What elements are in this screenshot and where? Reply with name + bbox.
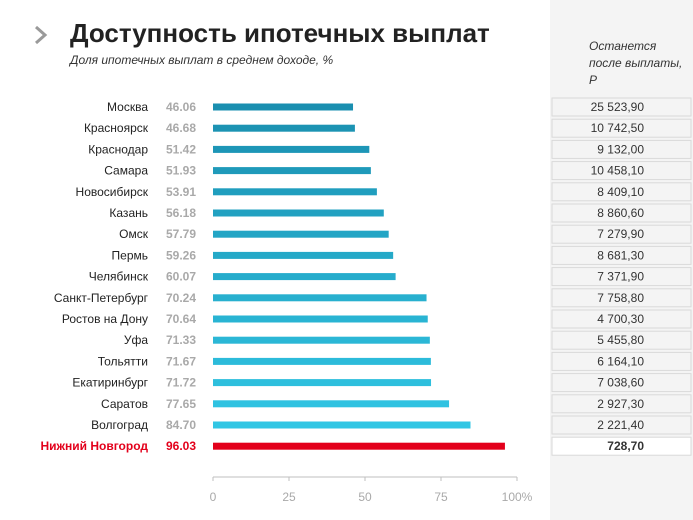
category-label: Тольятти [98,354,148,368]
value-label: 46.68 [166,121,196,135]
remaining-value: 2 221,40 [597,418,644,432]
remaining-value: 7 371,90 [597,270,644,284]
category-label: Пермь [112,248,148,262]
bar [213,294,427,302]
category-label: Новосибирск [76,185,149,199]
remaining-value: 6 164,10 [597,354,644,368]
remaining-cell [551,267,692,287]
value-label: 56.18 [166,206,196,220]
bar [213,167,371,175]
bar [213,251,394,259]
x-tick-label: 100% [502,490,533,504]
x-tick-label: 75 [434,490,448,504]
bar [213,145,370,153]
category-label: Волгоград [91,418,148,432]
category-label: Самара [104,164,148,178]
value-label: 84.70 [166,418,196,432]
bar [213,400,450,408]
page-title: Доступность ипотечных выплат [70,18,490,48]
remaining-cell [551,415,692,435]
category-label: Санкт-Петербург [54,291,149,305]
remaining-cell [551,245,692,265]
bar [213,379,432,387]
category-label: Ростов на Дону [62,312,148,326]
category-label: Красноярск [84,121,149,135]
remaining-value: 8 409,10 [597,185,644,199]
category-label: Нижний Новгород [40,439,148,453]
x-tick-label: 50 [358,490,372,504]
bar [213,336,430,344]
remaining-value: 9 132,00 [597,142,644,156]
remaining-cell [551,97,692,117]
bar [213,442,505,450]
remaining-cell [551,182,692,202]
remaining-value: 2 927,30 [597,397,644,411]
category-label: Саратов [101,397,148,411]
value-label: 71.67 [166,354,196,368]
remaining-value: 7 279,90 [597,227,644,241]
bar [213,273,396,281]
remaining-cell [551,330,692,350]
remaining-cell [551,436,692,456]
category-label: Екатиринбург [72,376,148,390]
remaining-cell [551,351,692,371]
value-label: 71.33 [166,333,196,347]
remaining-value: 5 455,80 [597,333,644,347]
category-label: Челябинск [89,270,149,284]
value-label: 60.07 [166,270,196,284]
bar [213,103,354,111]
value-label: 53.91 [166,185,196,199]
chart-subtitle: Доля ипотечных выплат в среднем доходе, … [70,53,334,67]
bar [213,230,389,238]
remaining-value: 7 038,60 [597,376,644,390]
remaining-cell [551,139,692,159]
remaining-cell [551,161,692,181]
value-label: 71.72 [166,376,196,390]
category-label: Уфа [124,333,148,347]
value-label: 70.64 [166,312,196,326]
bar [213,315,428,323]
value-label: 77.65 [166,397,196,411]
chevron-right-icon [35,25,48,45]
bar [213,421,471,429]
value-label: 59.26 [166,248,196,262]
remaining-cell [551,224,692,244]
remaining-value: 10 742,50 [591,121,645,135]
category-label: Омск [119,227,149,241]
remaining-cell [551,394,692,414]
value-label: 70.24 [166,291,196,305]
remaining-value: 728,70 [607,439,644,453]
value-label: 96.03 [166,439,196,453]
remaining-column-header: Останется после выплаты, Р [589,39,683,87]
remaining-value: 8 681,30 [597,248,644,262]
bar [213,357,431,365]
x-tick-label: 0 [210,490,217,504]
remaining-cell [551,373,692,393]
bar [213,124,355,132]
remaining-value: 25 523,90 [591,100,645,114]
remaining-value: 4 700,30 [597,312,644,326]
remaining-cell [551,118,692,138]
bar [213,209,384,217]
value-label: 51.42 [166,142,196,156]
category-label: Казань [109,206,148,220]
value-label: 51.93 [166,164,196,178]
remaining-value: 7 758,80 [597,291,644,305]
remaining-cell [551,203,692,223]
value-label: 57.79 [166,227,196,241]
bar [213,188,377,196]
remaining-cell [551,309,692,329]
category-label: Краснодар [88,142,148,156]
x-tick-label: 25 [282,490,296,504]
remaining-value: 10 458,10 [591,164,645,178]
remaining-value: 8 860,60 [597,206,644,220]
remaining-cell [551,288,692,308]
value-label: 46.06 [166,100,196,114]
category-label: Москва [107,100,148,114]
